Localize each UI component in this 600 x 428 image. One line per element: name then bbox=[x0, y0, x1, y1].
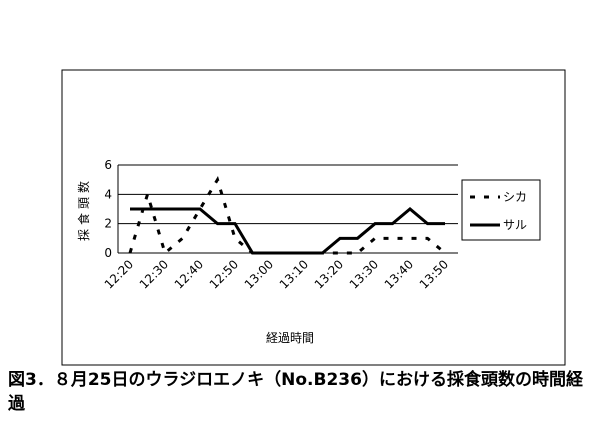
series-line bbox=[130, 207, 445, 255]
x-axis-label: 経過時間 bbox=[266, 331, 314, 345]
y-axis-label: 採食頭数 bbox=[76, 177, 91, 241]
legend-box bbox=[461, 179, 541, 241]
y-tick-label: 6 bbox=[104, 158, 112, 172]
y-tick-label: 2 bbox=[104, 217, 112, 231]
y-tick-label: 0 bbox=[104, 246, 112, 260]
legend-label: シカ bbox=[503, 190, 527, 204]
y-tick-label: 4 bbox=[104, 187, 112, 201]
caption: 図3．８月25日のウラジロエノキ（No.B236）における採食頭数の時間経過 bbox=[8, 370, 583, 414]
legend-label: サル bbox=[503, 218, 527, 232]
